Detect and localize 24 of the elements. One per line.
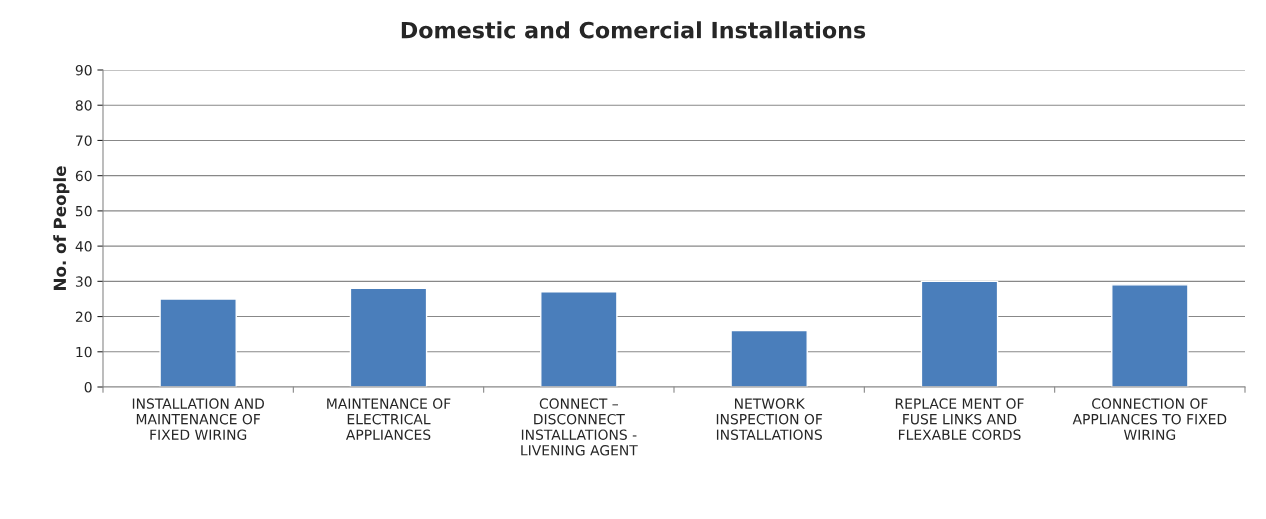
y-tick-label: 50	[75, 205, 92, 217]
y-tick-label: 40	[75, 241, 92, 252]
x-tick-label: INSTALLATION AND MAINTENANCE OF FIXED WIRING	[132, 398, 265, 440]
y-tick-label: 70	[76, 135, 92, 146]
x-tick-label: NETWORK INSPECTION OF INSTALLATIONS	[716, 398, 823, 440]
y-tick-label: 20	[75, 311, 92, 323]
x-tick-label: CONNECTION OF APPLIANCES TO FIXED WIRING	[1072, 398, 1227, 440]
y-tick-label: 90	[75, 64, 92, 76]
bar	[349, 287, 428, 387]
x-tick-label: CONNECT – DISCONNECT INSTALLATIONS - LIVENING AGENT	[521, 398, 638, 456]
bar	[1111, 284, 1189, 387]
y-tick-label: 0	[84, 381, 92, 393]
y-tick-label: 60	[75, 170, 92, 182]
y-tick-label: 10	[76, 346, 92, 358]
bar	[730, 329, 808, 387]
x-tick-label: MAINTENANCE OF ELECTRICAL APPLIANCES	[327, 398, 451, 440]
bar	[920, 280, 999, 387]
y-tick-label: 30	[75, 276, 92, 287]
bar	[159, 298, 237, 387]
x-tick-label: REPLACE MENT OF FUSE LINKS AND FLEXABLE CORDS	[895, 398, 1024, 440]
bar	[540, 291, 618, 387]
y-axis-title: No. of People	[53, 166, 70, 290]
y-tick-label: 80	[75, 100, 92, 111]
chart-title: Domestic and Comercial Installations	[401, 21, 866, 39]
